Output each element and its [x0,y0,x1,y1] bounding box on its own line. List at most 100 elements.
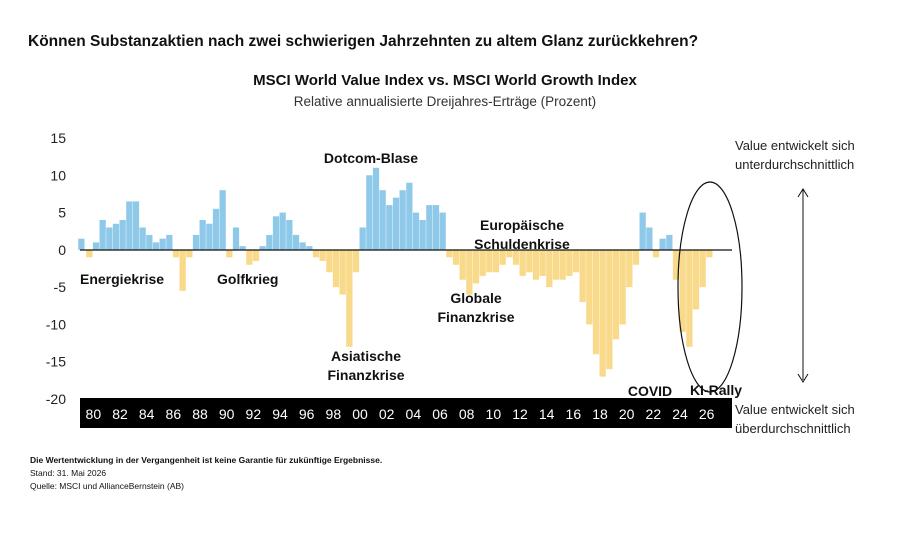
x-tick-label: 98 [326,406,342,422]
bar [419,220,426,250]
annotation-label: Globale [450,290,502,306]
bar [692,249,700,310]
bar [126,201,133,250]
bar [706,249,713,258]
bar [539,249,546,276]
annotations: Energiekrise Golfkrieg Dotcom-Blase Asiatis… [80,150,742,399]
bar [172,249,180,258]
bar [232,227,240,250]
footnote-disclaimer: Die Wertentwicklung in der Vergangenheit… [30,455,383,465]
bar [679,249,686,332]
x-tick-label: 20 [619,406,635,422]
bar [666,234,673,250]
y-tick-label: 10 [50,167,66,183]
x-tick-label: 04 [406,406,422,422]
bar [166,234,173,250]
bar [566,249,573,276]
annotation-label: Schuldenkrise [474,236,570,252]
bar [139,227,146,250]
bar [492,249,500,273]
x-tick-label: 00 [352,406,368,422]
bar [112,223,120,250]
x-tick-label: 80 [86,406,102,422]
x-tick-label: 16 [566,406,582,422]
label-underperform-line2: unterdurchschnittlich [735,157,855,172]
bar [512,249,520,265]
bar [312,249,320,258]
bar [612,249,620,340]
bar [499,249,506,265]
x-axis-band [80,398,732,428]
arrow-head-down [797,373,809,383]
bar [252,249,260,262]
chart-subtitle: Relative annualisierte Dreijahres-Erträg… [293,94,597,109]
bar [686,249,693,347]
x-axis: 80 82 84 86 88 90 92 94 96 98 00 02 04 06 08 10 12 14 16 18… [86,406,715,422]
bar [279,212,286,250]
bar [519,249,526,276]
bar [212,208,220,250]
bar [392,197,400,250]
x-tick-label: 12 [512,406,528,422]
bar [219,190,226,250]
label-outperform-line2: überdurchschnittlich [735,421,851,436]
bar [192,234,200,250]
x-tick-label: 26 [699,406,715,422]
bar [459,249,466,280]
footnote-source: Quelle: MSCI und AllianceBernstein (AB) [30,481,185,491]
x-tick-label: 24 [672,406,688,422]
bar [572,249,580,273]
y-axis: 15 10 5 0 -5 -10 -15 -20 [46,130,66,407]
bar [92,242,100,250]
x-tick-label: 88 [192,406,208,422]
bar [366,175,373,250]
chart-title: MSCI World Value Index vs. MSCI World Gr… [253,72,637,89]
bar [486,249,493,273]
bar [239,246,246,250]
x-tick-label: 10 [486,406,502,422]
ki-rally-highlight [677,181,743,393]
y-tick-label: 5 [58,205,66,221]
x-tick-label: 84 [139,406,155,422]
bar [246,249,253,265]
bar [199,220,206,250]
bar [472,249,480,284]
bar [659,238,666,250]
bar [526,249,533,273]
bar [439,212,446,250]
bar [599,249,606,377]
bar [379,190,386,250]
annotation-label: Dotcom-Blase [324,150,418,166]
x-tick-label: 22 [646,406,662,422]
bar [346,249,353,347]
bar [632,249,640,265]
y-tick-label: 15 [50,130,66,146]
y-tick-label: -10 [46,316,66,332]
bar [186,249,193,258]
bar [546,249,553,288]
bar [159,238,166,250]
annotation-label: Energiekrise [80,271,164,287]
bar [452,249,460,265]
bar [506,249,513,258]
bar [479,249,486,276]
bar [446,249,453,258]
label-outperform: Value entwickelt sich überdurchschnittli… [735,400,855,438]
bar [119,220,126,250]
bar [466,249,473,295]
annotation-label: Finanzkrise [327,367,404,383]
label-outperform-line1: Value entwickelt sich [735,402,855,417]
y-tick-label: 0 [58,242,66,258]
bar [152,242,160,250]
annotation-label: Europäische [480,217,564,233]
bar [639,212,646,250]
bar [286,220,293,250]
bar [146,234,153,250]
x-tick-label: 06 [432,406,448,422]
y-tick-label: -5 [54,279,67,295]
x-tick-label: 02 [379,406,395,422]
bar [272,216,280,250]
bar [332,249,340,288]
headline: Können Substanzaktien nach zwei schwieri… [28,33,699,50]
